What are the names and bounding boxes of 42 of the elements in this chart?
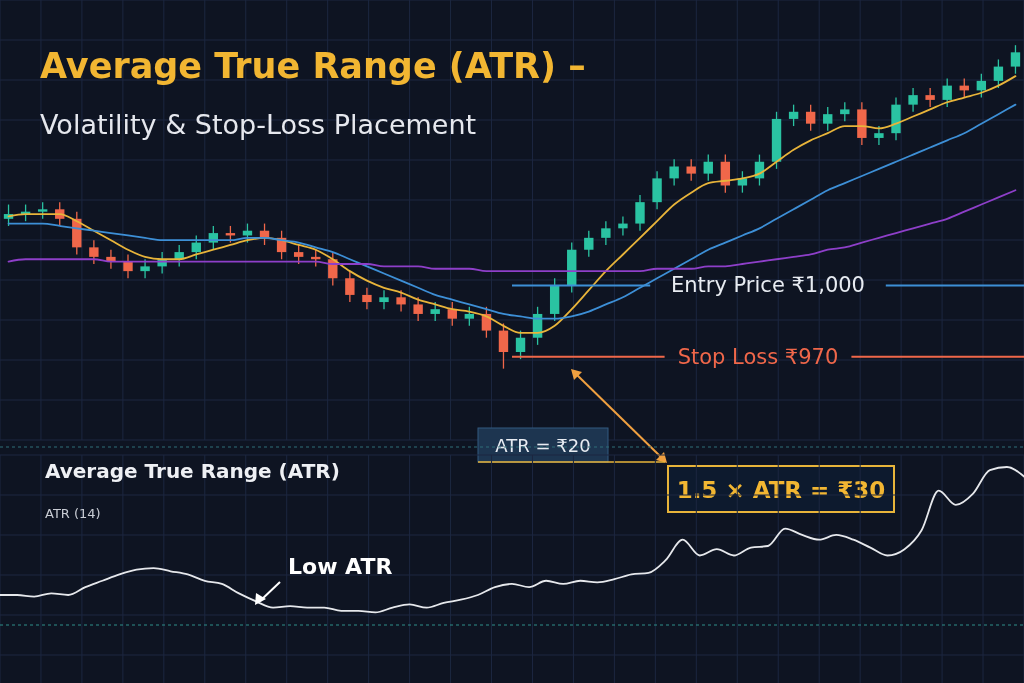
candlestick (703, 153, 713, 182)
chart-title: Average True Range (ATR) (45, 459, 340, 483)
candlestick (788, 104, 799, 127)
candlestick (140, 258, 150, 279)
candlestick (805, 104, 816, 132)
candlestick (601, 220, 611, 246)
candlestick (379, 289, 389, 310)
candlestick (515, 329, 526, 360)
ref-line-label: Stop Loss ₹970 (677, 344, 839, 369)
candlestick (584, 230, 594, 258)
candlestick (942, 77, 952, 108)
candlestick (498, 322, 509, 370)
candlestick (823, 106, 833, 132)
candlestick (123, 253, 133, 279)
candlestick (345, 270, 355, 303)
candlestick (840, 101, 850, 122)
text: ATR (14) (45, 506, 101, 521)
candlestick (635, 194, 645, 232)
text: Average True Range (ATR) – (40, 46, 586, 86)
annotation: 1.5 × ATR = ₹30 (676, 477, 886, 503)
candlestick (908, 87, 918, 113)
candlestick (1010, 44, 1021, 75)
candlestick (447, 301, 457, 327)
candlestick (464, 306, 475, 327)
candlestick (396, 289, 406, 313)
candlestick (652, 170, 662, 210)
candlestick (191, 234, 201, 260)
candlestick (362, 287, 372, 310)
candlestick (669, 158, 679, 187)
candlestick (430, 301, 440, 322)
annotation: ATR = ₹20 (495, 435, 591, 456)
candlestick (413, 296, 423, 322)
candlestick (89, 239, 99, 265)
annotation: Low ATR (288, 554, 393, 579)
candlestick (686, 158, 696, 182)
candlestick (293, 244, 304, 265)
candlestick (976, 73, 987, 99)
candlestick (874, 125, 884, 146)
candlestick (993, 58, 1004, 89)
ref-line-label: Entry Price ₹1,000 (671, 273, 865, 298)
text: Volatility & Stop-Loss Placement (40, 109, 477, 140)
candlestick (925, 87, 935, 108)
